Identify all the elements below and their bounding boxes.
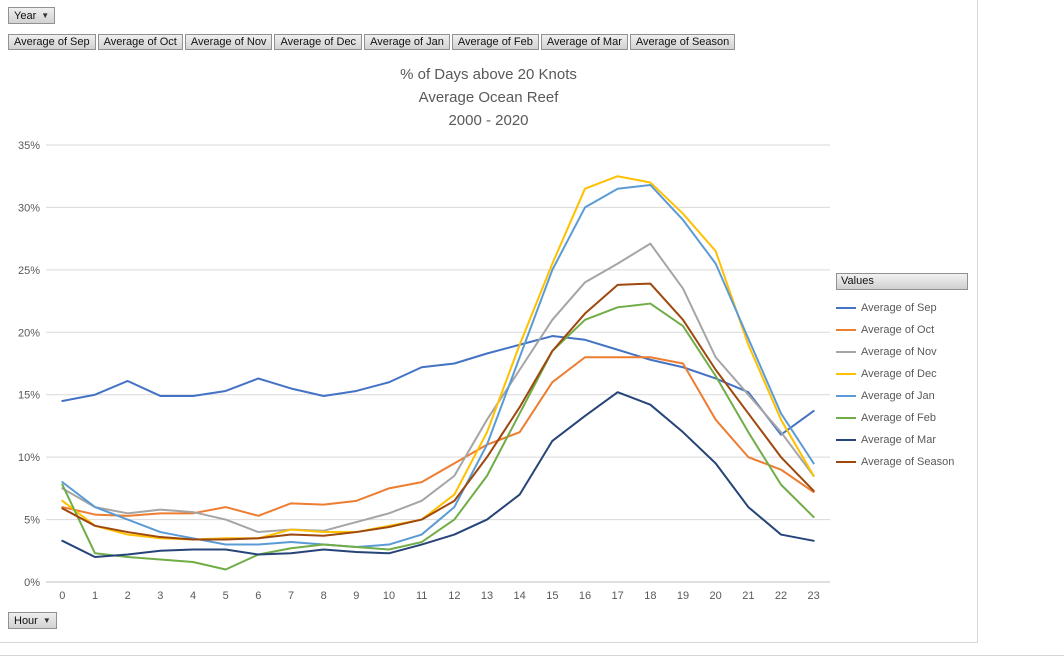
field-button-average-of-feb[interactable]: Average of Feb <box>451 34 539 50</box>
legend-entry-label: Average of Dec <box>861 368 937 380</box>
value-field-buttons-row: Average of Sep Average of Oct Average of N… <box>8 34 736 50</box>
hour-filter-label: Hour <box>14 614 38 627</box>
x-axis-tick-label: 19 <box>677 590 689 602</box>
legend-values-button[interactable]: Values <box>836 273 968 290</box>
x-axis-tick-label: 5 <box>223 590 229 602</box>
x-axis-tick-label: 23 <box>808 590 820 602</box>
y-axis-tick-label: 35% <box>18 140 40 152</box>
legend-entry-average-of-nov: Average of Nov <box>836 341 968 363</box>
legend-entry-label: Average of Oct <box>861 324 935 336</box>
x-axis-tick-label: 7 <box>288 590 294 602</box>
legend-entry-average-of-jan: Average of Jan <box>836 385 968 407</box>
legend-line-swatch <box>836 395 856 397</box>
legend-entry-label: Average of Mar <box>861 434 937 446</box>
field-button-average-of-nov[interactable]: Average of Nov <box>184 34 273 50</box>
series-line-average-of-nov <box>61 242 815 534</box>
x-axis-tick-label: 0 <box>59 590 65 602</box>
x-axis-tick-label: 14 <box>514 590 526 602</box>
chart-title: % of Days above 20 Knots Average Ocean R… <box>0 63 977 132</box>
series-line-average-of-sep <box>61 335 815 436</box>
hour-filter-button[interactable]: Hour ▼ <box>8 612 57 629</box>
x-axis-tick-label: 11 <box>416 590 427 602</box>
legend-entry-label: Average of Season <box>861 456 955 468</box>
legend-entry-label: Average of Sep <box>861 302 937 314</box>
legend-line-swatch <box>836 373 856 375</box>
x-axis-tick-label: 20 <box>710 590 722 602</box>
x-axis-tick-label: 9 <box>353 590 359 602</box>
series-line-average-of-season <box>61 282 815 541</box>
legend-line-swatch <box>836 329 856 331</box>
x-axis-tick-label: 10 <box>383 590 395 602</box>
worksheet-gridline <box>0 655 1064 656</box>
field-button-average-of-sep[interactable]: Average of Sep <box>8 34 96 50</box>
y-axis-tick-label: 20% <box>18 327 40 339</box>
x-axis-tick-label: 12 <box>448 590 460 602</box>
field-button-average-of-jan[interactable]: Average of Jan <box>364 34 450 50</box>
x-axis-tick-label: 2 <box>125 590 131 602</box>
chart-title-line-2: Average Ocean Reef <box>418 89 559 106</box>
field-button-average-of-oct[interactable]: Average of Oct <box>97 34 183 50</box>
chevron-down-icon: ▼ <box>41 10 50 20</box>
legend-entry-average-of-feb: Average of Feb <box>836 407 968 429</box>
series-line-average-of-mar <box>61 391 815 559</box>
x-axis-tick-label: 13 <box>481 590 493 602</box>
legend-line-swatch <box>836 417 856 419</box>
x-axis-tick-label: 4 <box>190 590 196 602</box>
legend-entry-average-of-dec: Average of Dec <box>836 363 968 385</box>
series-line-average-of-jan <box>61 183 815 549</box>
legend-line-swatch <box>836 439 856 441</box>
x-axis-tick-label: 3 <box>157 590 163 602</box>
series-line-average-of-oct <box>61 356 815 517</box>
x-axis-tick-label: 18 <box>644 590 656 602</box>
x-axis-tick-label: 1 <box>92 590 98 602</box>
x-axis-tick-label: 22 <box>775 590 787 602</box>
x-axis-tick-label: 16 <box>579 590 591 602</box>
legend-entry-label: Average of Jan <box>861 390 935 402</box>
legend-entry-average-of-sep: Average of Sep <box>836 297 968 319</box>
chart-title-line-3: 2000 - 2020 <box>448 112 529 129</box>
legend-entry-average-of-season: Average of Season <box>836 451 968 473</box>
chart-title-line-1: % of Days above 20 Knots <box>400 66 577 83</box>
y-axis-tick-label: 10% <box>18 452 40 464</box>
y-axis-tick-label: 15% <box>18 390 40 402</box>
y-axis-tick-label: 0% <box>24 577 40 589</box>
legend-line-swatch <box>836 307 856 309</box>
legend-line-swatch <box>836 461 856 463</box>
legend-line-swatch <box>836 351 856 353</box>
x-axis-tick-label: 21 <box>742 590 754 602</box>
field-button-average-of-mar[interactable]: Average of Mar <box>540 34 628 50</box>
legend-entry-label: Average of Nov <box>861 346 937 358</box>
series-line-average-of-dec <box>61 175 815 541</box>
chevron-down-icon: ▼ <box>42 615 51 625</box>
field-button-average-of-season[interactable]: Average of Season <box>629 34 736 50</box>
x-axis-tick-label: 8 <box>321 590 327 602</box>
y-axis-tick-label: 30% <box>18 202 40 214</box>
x-axis-tick-label: 15 <box>546 590 558 602</box>
chart-canvas: 0%5%10%15%20%25%30%35%0 1 2 3 4 5 6 7 8 9 10 11 12 13… <box>18 140 830 602</box>
pivot-chart-area: Year ▼ Average of Sep Average of Oct Avera… <box>0 0 978 643</box>
y-axis-tick-label: 5% <box>24 515 40 527</box>
x-axis-tick-label: 17 <box>612 590 624 602</box>
legend-entry-average-of-mar: Average of Mar <box>836 429 968 451</box>
y-axis-tick-label: 25% <box>18 265 40 277</box>
field-button-average-of-dec[interactable]: Average of Dec <box>274 34 363 50</box>
legend-entry-average-of-oct: Average of Oct <box>836 319 968 341</box>
year-filter-button[interactable]: Year ▼ <box>8 7 56 24</box>
legend-entries: Average of Sep Average of Oct Average of N… <box>836 297 968 473</box>
legend: Values Average of Sep Average of Oct Avera… <box>836 273 968 473</box>
series-line-average-of-feb <box>61 302 815 571</box>
x-axis-tick-label: 6 <box>255 590 261 602</box>
year-filter-label: Year <box>14 9 37 22</box>
legend-entry-label: Average of Feb <box>861 412 937 424</box>
